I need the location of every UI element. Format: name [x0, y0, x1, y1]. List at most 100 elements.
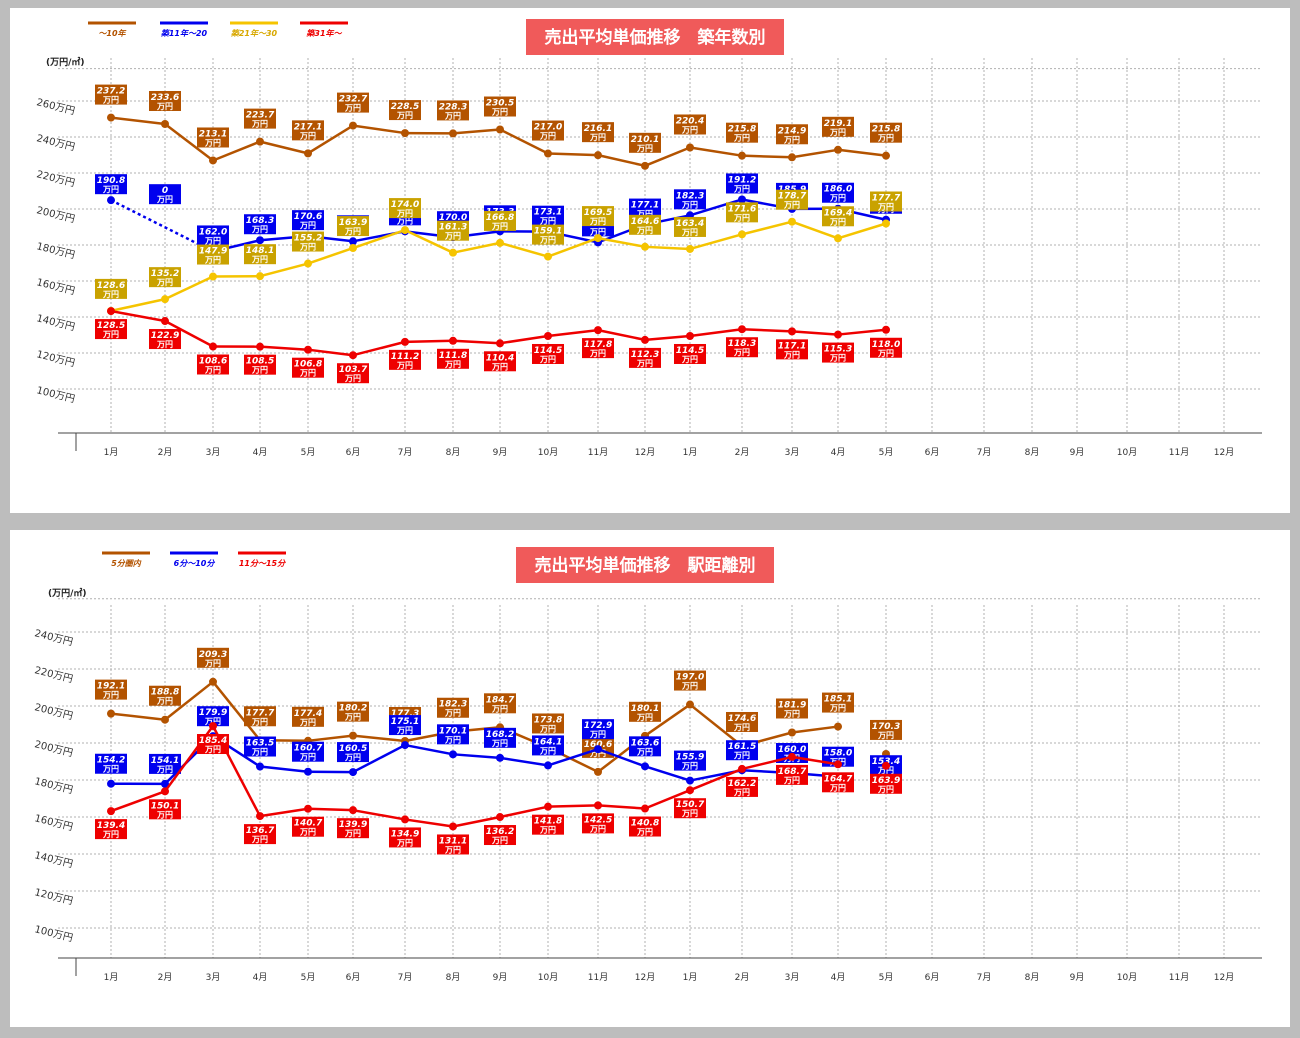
data-label-box — [197, 354, 229, 375]
data-point — [834, 145, 842, 154]
data-label: 209.3万円 — [197, 647, 229, 668]
data-label-unit: 万円 — [156, 102, 173, 111]
data-label-box — [149, 184, 181, 205]
data-label-unit: 万円 — [681, 228, 698, 237]
data-label: 223.7万円 — [244, 108, 276, 129]
x-tick-label: 7月 — [398, 447, 413, 458]
data-point — [349, 768, 357, 777]
y-tick-label: 240万円 — [35, 133, 76, 153]
data-point — [449, 336, 457, 345]
data-label-box — [337, 818, 369, 839]
data-label-box — [484, 210, 516, 231]
data-label-value: 178.7 — [778, 192, 807, 202]
data-label: 108.5万円 — [244, 354, 276, 375]
data-point — [304, 345, 312, 354]
data-label-unit: 万円 — [344, 227, 361, 236]
data-label-unit: 万円 — [444, 845, 461, 854]
series-line-segment — [597, 747, 646, 768]
data-label: 191.2万円 — [726, 173, 758, 194]
data-label-value: 213.1 — [199, 129, 227, 139]
data-point — [401, 815, 409, 824]
data-label: 111.8万円 — [437, 348, 469, 369]
data-label-value: 215.8 — [872, 125, 900, 135]
data-label-box — [629, 132, 661, 153]
series-line-segment — [404, 818, 454, 828]
series-line-segment — [644, 703, 691, 737]
data-label-value: 184.7 — [486, 695, 515, 705]
series-line-segment — [547, 747, 599, 767]
series-line-dashed — [110, 199, 214, 253]
data-label-unit: 万円 — [156, 697, 173, 706]
data-label-unit: 万円 — [589, 749, 606, 758]
series-line-segment — [741, 154, 793, 159]
x-tick-label: 5月 — [301, 972, 316, 983]
data-label-value: 170.6 — [294, 212, 322, 222]
data-label-box — [582, 719, 614, 740]
data-label-box — [629, 214, 661, 235]
series-line-segment — [110, 712, 166, 721]
data-label: 166.8万円 — [484, 210, 516, 231]
x-tick-label: 2月 — [158, 447, 173, 458]
data-label-box — [532, 205, 564, 226]
x-tick-label: 1月 — [104, 972, 119, 983]
data-label-value: 228.5 — [391, 102, 419, 112]
data-label-value: 117.1 — [778, 341, 806, 351]
data-label-unit: 万円 — [204, 659, 221, 668]
data-label-value: 154.2 — [97, 756, 125, 766]
data-point — [686, 331, 694, 340]
data-label-box — [776, 339, 808, 360]
data-label: 197.0万円 — [674, 670, 706, 691]
data-label-box — [532, 224, 564, 245]
data-label-unit: 万円 — [396, 216, 413, 225]
series-line-segment — [110, 790, 166, 813]
data-label-unit: 万円 — [299, 131, 316, 140]
y-tick-label: 180万円 — [35, 241, 76, 261]
series-line-segment — [452, 815, 501, 828]
data-label-box — [197, 706, 229, 727]
chart-panel-station: 240万円 220万円 200万円 200万円 180万円 160万円 140万円 120万円… — [10, 530, 1290, 1027]
series-line-segment — [110, 309, 166, 323]
data-label-box — [726, 122, 758, 143]
series-line-segment — [404, 228, 454, 254]
data-label-unit: 万円 — [251, 366, 268, 375]
data-label-box — [149, 753, 181, 774]
data-label-box — [197, 647, 229, 668]
data-label-value: 170.3 — [872, 722, 900, 732]
series-line-segment — [741, 755, 793, 771]
data-label-box — [726, 740, 758, 761]
data-label-value: 111.8 — [439, 351, 467, 361]
data-label-value: 191.2 — [728, 175, 756, 185]
data-label-unit: 万円 — [877, 349, 894, 358]
data-point — [882, 151, 890, 160]
data-label-value: 173.1 — [534, 208, 562, 218]
data-label: 162.0万円 — [197, 225, 229, 246]
data-point — [161, 715, 169, 724]
data-label-unit: 万円 — [251, 255, 268, 264]
x-tick-label: 11月 — [588, 972, 608, 983]
data-label-box — [870, 773, 902, 794]
data-point — [401, 337, 409, 346]
data-point — [686, 786, 694, 795]
data-label-unit: 万円 — [491, 362, 508, 371]
data-label-value: 170.0 — [439, 213, 467, 223]
data-label-value: 106.8 — [294, 360, 322, 370]
data-label: 190.8万円 — [95, 174, 127, 195]
data-label: 180.2万円 — [337, 701, 369, 722]
data-label-unit: 万円 — [539, 217, 556, 226]
y-tick-label: 160万円 — [35, 277, 76, 297]
data-label: 142.5万円 — [582, 813, 614, 834]
series-line-segment — [307, 246, 354, 265]
data-label-unit: 万円 — [251, 120, 268, 129]
data-point — [349, 237, 357, 246]
series-line-segment — [547, 804, 599, 808]
data-point — [209, 272, 217, 281]
data-point — [882, 761, 890, 770]
data-point — [641, 161, 649, 170]
series-line-segment — [307, 124, 354, 155]
data-label-value: 230.5 — [486, 99, 514, 109]
data-label: 182.3万円 — [674, 189, 706, 210]
data-point — [496, 125, 504, 134]
data-label-box — [437, 724, 469, 745]
data-label-box — [149, 329, 181, 350]
data-label-box — [870, 122, 902, 143]
